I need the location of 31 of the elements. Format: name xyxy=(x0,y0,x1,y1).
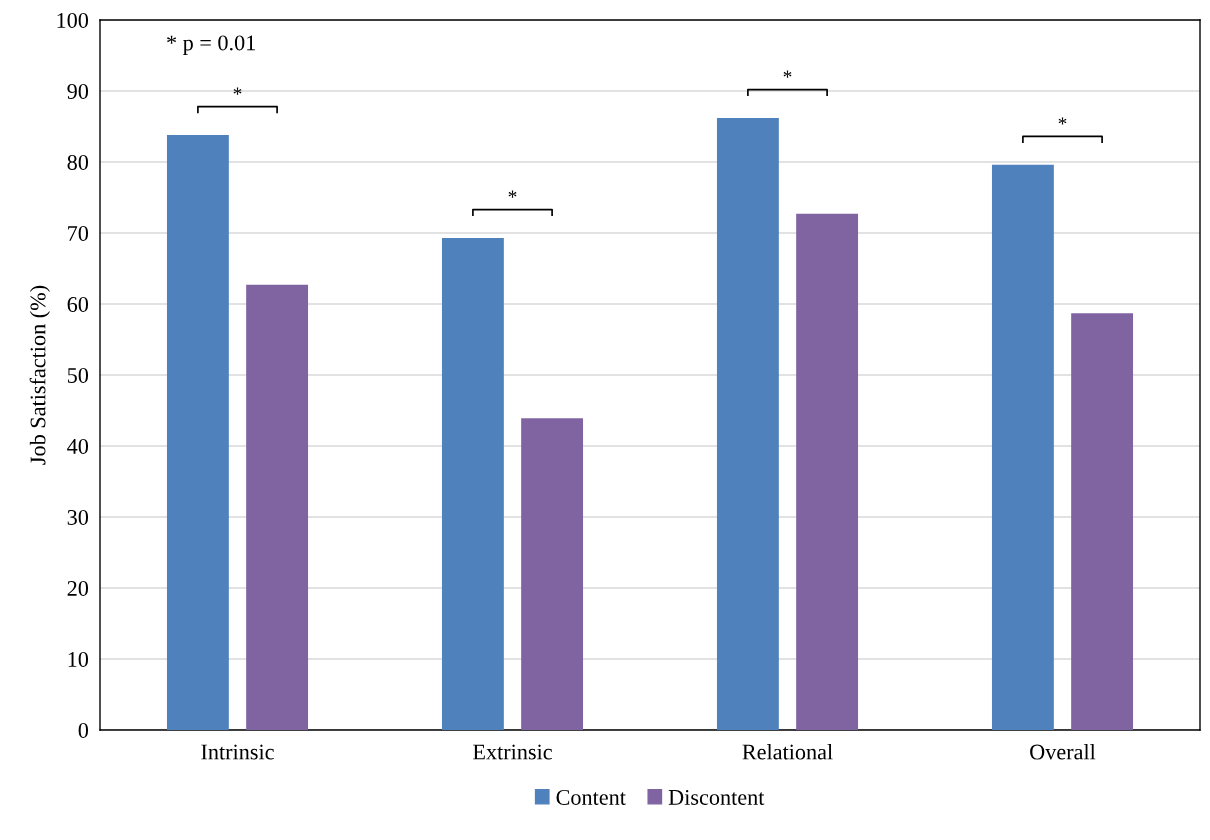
y-tick-label: 20 xyxy=(67,580,89,596)
bar xyxy=(246,284,309,730)
y-tick-label: 10 xyxy=(68,651,89,667)
bar xyxy=(441,237,504,730)
bar xyxy=(991,164,1054,730)
bar xyxy=(521,418,584,730)
legend-label: Discontent xyxy=(668,789,765,805)
bar xyxy=(796,213,859,730)
y-tick-label: 60 xyxy=(67,296,89,312)
bar xyxy=(716,117,779,730)
annotation: * p = 0.01 xyxy=(167,35,255,55)
annotation: * xyxy=(1058,117,1067,125)
y-tick-label: 50 xyxy=(67,367,89,383)
legend-label: Content xyxy=(556,789,626,805)
y-tick-label: 70 xyxy=(68,225,89,241)
y-tick-label: 100 xyxy=(57,12,89,28)
y-tick-label: 0 xyxy=(78,722,89,738)
x-tick-label: Extrinsic xyxy=(473,744,552,760)
bar xyxy=(1071,313,1134,730)
x-tick-label: Relational xyxy=(742,743,833,760)
bar xyxy=(166,135,229,730)
x-tick-label: Overall xyxy=(1030,743,1096,760)
y-tick-label: 90 xyxy=(67,83,89,99)
x-tick-label: Intrinsic xyxy=(201,744,274,760)
annotation: * xyxy=(508,190,517,198)
annotation: * xyxy=(233,87,242,95)
annotation: * xyxy=(783,70,792,78)
y-tick-label: 30 xyxy=(67,509,89,525)
y-tick-label: 40 xyxy=(67,438,89,454)
y-axis-title: Job Satisfaction (%) xyxy=(29,285,50,465)
y-tick-label: 80 xyxy=(67,154,89,170)
